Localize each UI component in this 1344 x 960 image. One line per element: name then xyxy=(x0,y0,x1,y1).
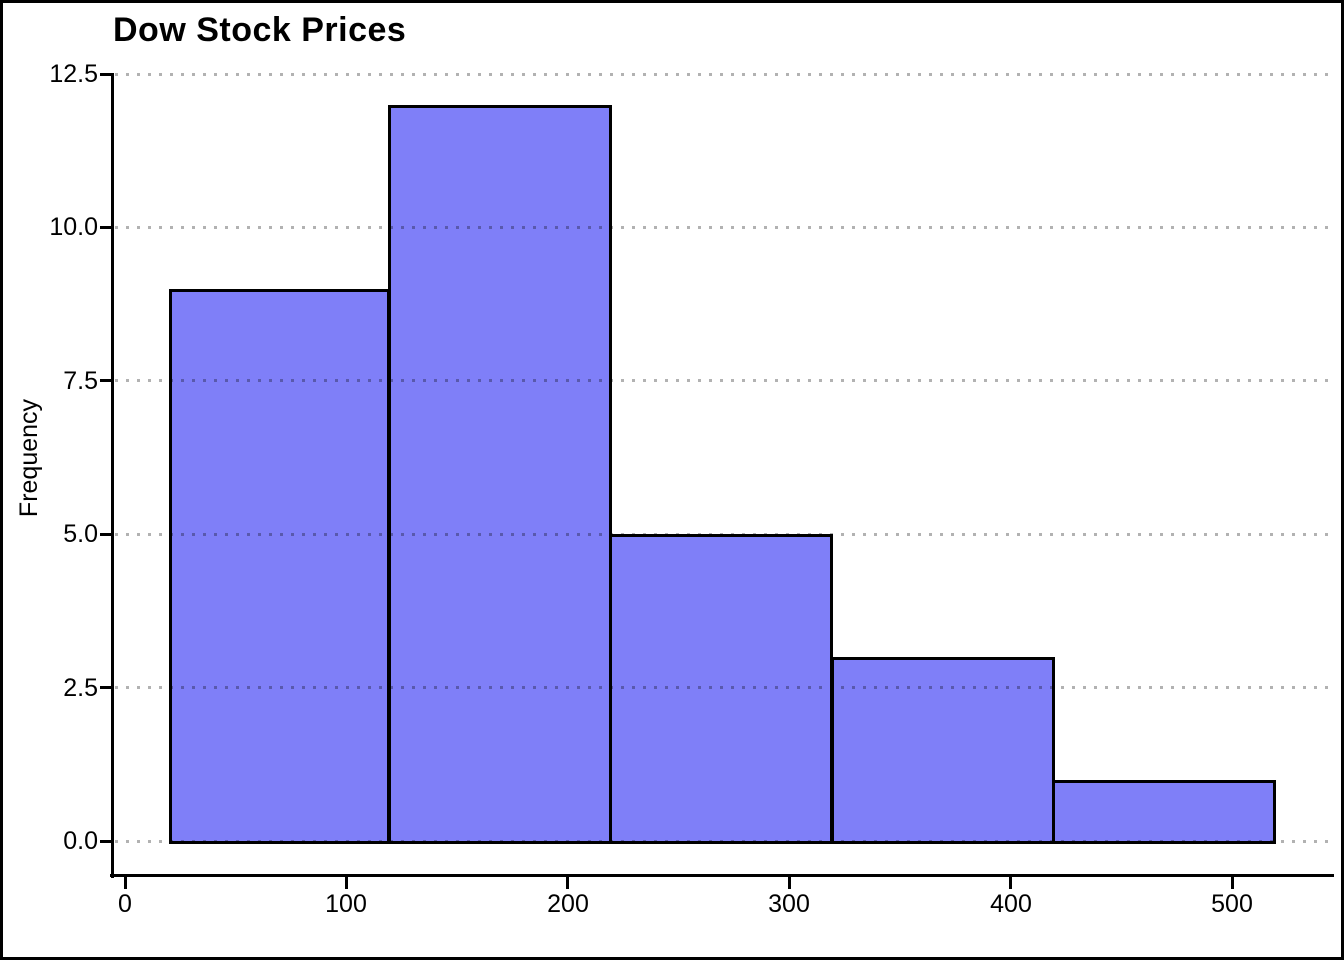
x-axis-line xyxy=(110,874,1334,877)
y-axis-label: Frequency xyxy=(15,398,43,518)
x-tick-mark xyxy=(566,877,569,889)
y-tick-label: 2.5 xyxy=(63,674,98,702)
histogram-bar xyxy=(1052,780,1276,844)
x-tick-label: 100 xyxy=(325,890,367,918)
gridline xyxy=(115,533,1332,536)
histogram-bar xyxy=(388,105,612,844)
x-tick-mark xyxy=(1009,877,1012,889)
y-tick-label: 7.5 xyxy=(63,367,98,395)
histogram-bar xyxy=(609,534,833,844)
y-tick-mark xyxy=(100,840,113,843)
y-axis-line xyxy=(111,73,114,878)
histogram-bar xyxy=(831,657,1055,844)
y-tick-mark xyxy=(100,533,113,536)
y-tick-label: 0.0 xyxy=(63,827,98,855)
x-tick-label: 200 xyxy=(547,890,589,918)
gridline xyxy=(115,840,1332,843)
x-tick-label: 500 xyxy=(1211,890,1253,918)
x-tick-mark xyxy=(345,877,348,889)
histogram-bar xyxy=(169,289,390,844)
y-tick-label: 5.0 xyxy=(63,520,98,548)
y-tick-label: 12.5 xyxy=(49,60,98,88)
gridline xyxy=(115,73,1332,76)
y-tick-mark xyxy=(100,226,113,229)
x-tick-mark xyxy=(788,877,791,889)
chart-title: Dow Stock Prices xyxy=(113,11,407,49)
y-tick-mark xyxy=(100,73,113,76)
gridline xyxy=(115,226,1332,229)
x-tick-label: 400 xyxy=(990,890,1032,918)
x-tick-label: 0 xyxy=(118,890,132,918)
gridline xyxy=(115,686,1332,689)
gridline xyxy=(115,379,1332,382)
y-tick-mark xyxy=(100,686,113,689)
x-tick-mark xyxy=(1231,877,1234,889)
x-tick-mark xyxy=(124,877,127,889)
y-tick-label: 10.0 xyxy=(49,213,98,241)
y-tick-mark xyxy=(100,379,113,382)
x-tick-label: 300 xyxy=(768,890,810,918)
